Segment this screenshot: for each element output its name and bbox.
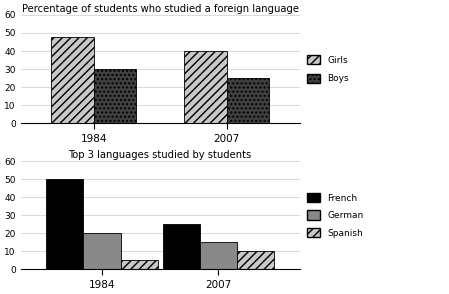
Bar (51, 36, 94, 123)
Bar (94, 69, 136, 123)
Title: Top 3 languages studied by students: Top 3 languages studied by students (69, 151, 252, 161)
Bar (46, 179, 84, 269)
Bar (200, 242, 237, 269)
Bar (227, 78, 269, 123)
Bar (184, 51, 227, 123)
Bar (84, 233, 121, 269)
Bar (163, 224, 200, 269)
Title: Percentage of students who studied a foreign language: Percentage of students who studied a for… (22, 4, 299, 14)
Legend: French, German, Spanish: French, German, Spanish (307, 193, 363, 238)
Bar (237, 251, 274, 269)
Legend: Girls, Boys: Girls, Boys (307, 55, 349, 83)
Bar (121, 260, 158, 269)
